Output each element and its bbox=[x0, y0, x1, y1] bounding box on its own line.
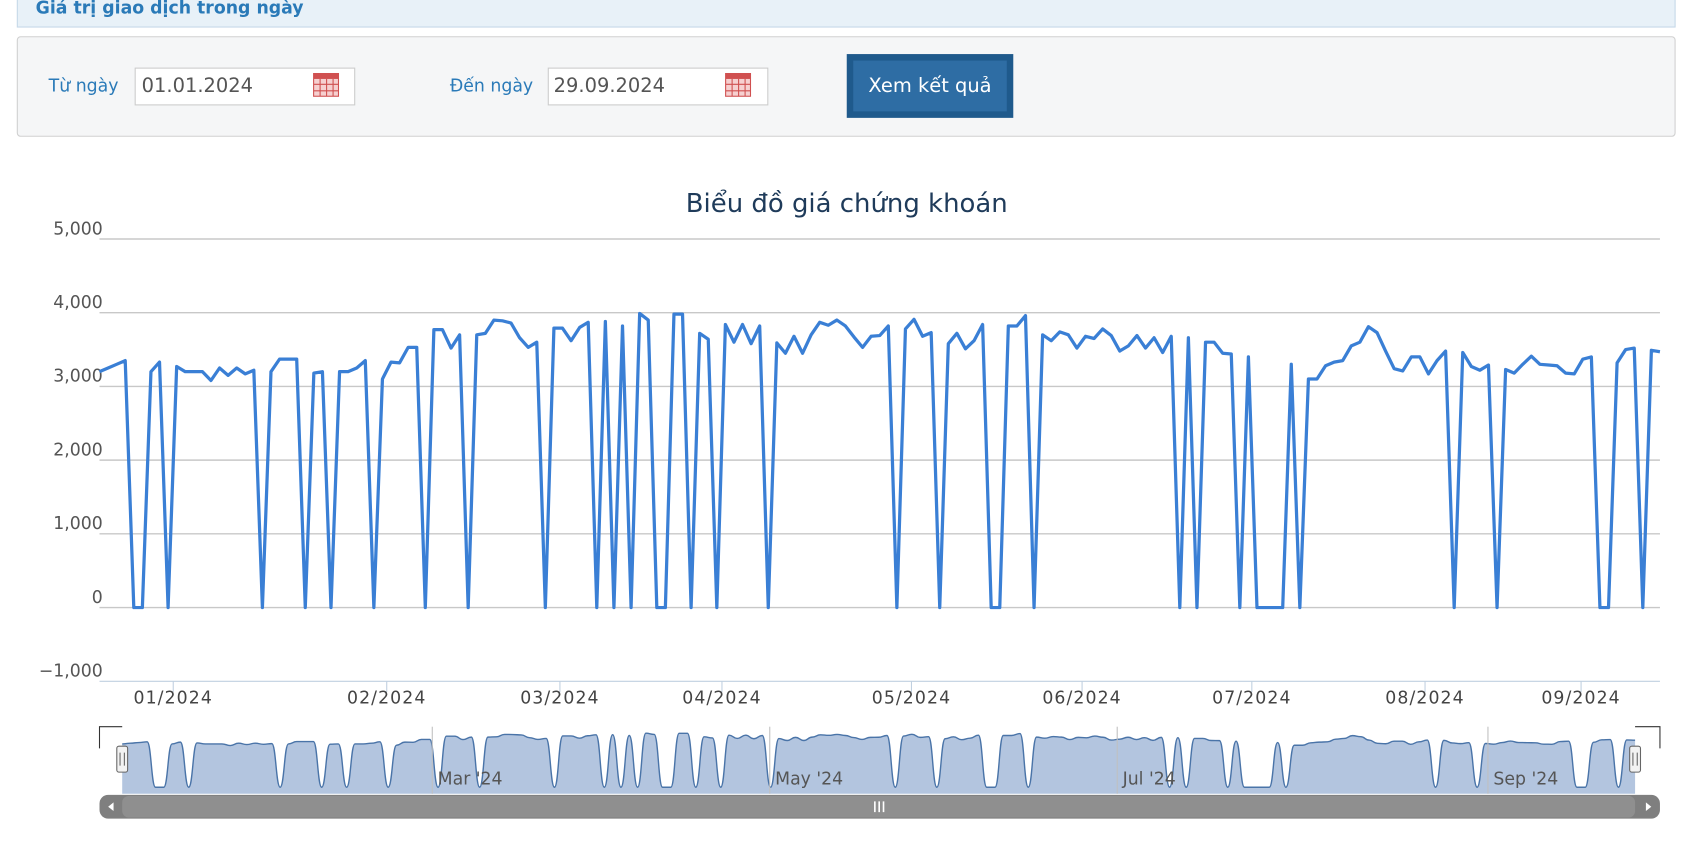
navigator-line bbox=[122, 732, 1636, 788]
y-tick-label: 1,000 bbox=[53, 514, 103, 534]
x-tick-label: 03/2024 bbox=[520, 689, 599, 709]
x-tick-label: 05/2024 bbox=[872, 689, 951, 709]
y-tick-label: −1,000 bbox=[39, 662, 103, 682]
calendar-icon[interactable] bbox=[725, 72, 752, 97]
x-tick-label: 09/2024 bbox=[1541, 689, 1620, 709]
form-panel bbox=[16, 36, 1676, 137]
navigator-outline bbox=[98, 726, 1661, 749]
navigator-tick-label: May '24 bbox=[775, 770, 843, 790]
from-value: 01.01.2024 bbox=[142, 74, 253, 97]
y-tick-label: 2,000 bbox=[53, 440, 103, 460]
x-tick-label: 07/2024 bbox=[1212, 689, 1291, 709]
navigator-handle[interactable] bbox=[1629, 745, 1642, 773]
navigator-tick-label: Jul '24 bbox=[1122, 770, 1176, 790]
button-face[interactable] bbox=[853, 60, 1007, 112]
navigator-area bbox=[122, 733, 1636, 794]
navigator: Mar '24 May '24 Jul '24 Sep '24 bbox=[98, 726, 1661, 819]
price-line bbox=[98, 311, 1661, 610]
header-bar bbox=[16, 0, 1676, 28]
to-label: Đến ngày bbox=[450, 76, 533, 97]
x-tick-label: 02/2024 bbox=[347, 689, 426, 709]
from-label: Từ ngày bbox=[48, 77, 119, 97]
x-tick-label: 04/2024 bbox=[682, 689, 761, 709]
x-tick-label: 01/2024 bbox=[134, 689, 213, 709]
navigator-handle[interactable] bbox=[116, 745, 129, 773]
to-value: 29.09.2024 bbox=[554, 74, 665, 97]
y-tick-label: 0 bbox=[92, 588, 103, 608]
button-label[interactable]: Xem kết quả bbox=[868, 74, 991, 97]
y-tick-label: 3,000 bbox=[53, 367, 103, 387]
navigator-tick-label: Mar '24 bbox=[438, 770, 503, 790]
from-input[interactable]: 01.01.2024 bbox=[134, 67, 356, 106]
calendar-icon[interactable] bbox=[313, 72, 340, 97]
handle-grip bbox=[1632, 752, 1638, 766]
chart-title: Biểu đồ giá chứng khoán bbox=[686, 188, 1008, 219]
navigator-tick-label: Sep '24 bbox=[1493, 770, 1558, 790]
x-tick-label: 08/2024 bbox=[1385, 689, 1464, 709]
header-title: Giá trị giao dịch trong ngày bbox=[36, 0, 304, 19]
submit-button[interactable]: Xem kết quả bbox=[846, 54, 1014, 118]
y-tick-label: 5,000 bbox=[53, 219, 103, 239]
handle-grip bbox=[119, 752, 125, 766]
to-input[interactable]: 29.09.2024 bbox=[547, 67, 769, 106]
x-tick-label: 06/2024 bbox=[1042, 689, 1121, 709]
y-tick-label: 4,000 bbox=[53, 293, 103, 313]
